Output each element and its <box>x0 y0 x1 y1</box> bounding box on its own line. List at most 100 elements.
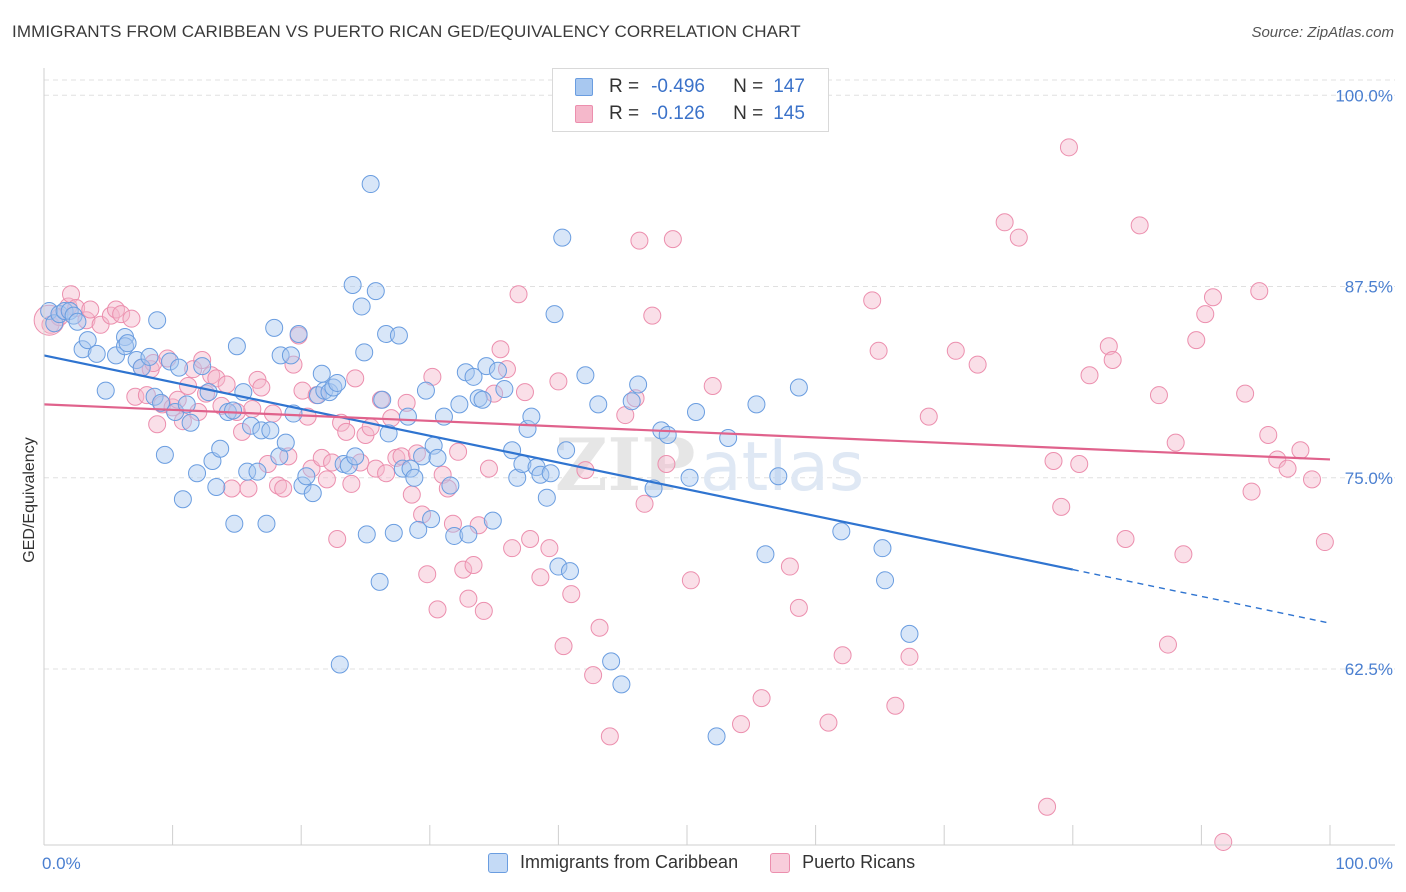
data-point-caribbean <box>328 373 347 392</box>
legend-r-label: R = <box>609 103 640 124</box>
data-point-caribbean <box>252 421 271 440</box>
data-point-puerto-ricans <box>407 444 426 463</box>
data-point-puerto-ricans <box>509 285 528 304</box>
data-point-caribbean <box>357 525 376 544</box>
data-point-puerto-ricans <box>819 713 838 732</box>
data-point-puerto-ricans <box>459 589 478 608</box>
data-point-caribbean <box>297 467 316 486</box>
data-point-caribbean <box>441 476 460 495</box>
data-point-puerto-ricans <box>681 571 700 590</box>
data-point-puerto-ricans <box>600 727 619 746</box>
data-point-puerto-ricans <box>122 309 141 328</box>
data-point-caribbean <box>50 305 69 324</box>
data-point-puerto-ricans <box>1174 545 1193 564</box>
data-point-caribbean <box>832 522 851 541</box>
data-point-puerto-ricans <box>1203 288 1222 307</box>
data-point-puerto-ricans <box>1158 635 1177 654</box>
data-point-puerto-ricans <box>346 369 365 388</box>
data-point-puerto-ricans <box>438 479 457 498</box>
data-point-puerto-ricans <box>366 459 385 478</box>
data-point-caribbean <box>589 395 608 414</box>
data-point-caribbean <box>622 392 641 411</box>
data-point-puerto-ricans <box>1130 216 1149 235</box>
data-point-caribbean <box>312 364 331 383</box>
data-point-puerto-ricans <box>503 539 522 558</box>
data-point-caribbean <box>422 510 441 529</box>
data-point-puerto-ricans <box>312 448 331 467</box>
data-point-puerto-ricans <box>137 386 156 405</box>
data-point-caribbean <box>459 525 478 544</box>
data-point-puerto-ricans <box>91 315 110 334</box>
data-point-puerto-ricans <box>328 530 347 548</box>
grid-lines: 62.5% 75.0% 87.5% 100.0% <box>44 79 1395 679</box>
watermark-atlas: atlas <box>700 428 864 507</box>
data-point-caribbean <box>55 302 74 321</box>
data-point-puerto-ricans <box>428 600 447 619</box>
data-point-puerto-ricans <box>1196 305 1215 324</box>
x-tick-label-min: 0.0% <box>42 854 81 873</box>
data-point-puerto-ricans <box>1268 450 1287 469</box>
data-point-caribbean <box>140 347 159 366</box>
data-point-caribbean <box>361 175 380 194</box>
data-point-puerto-ricans <box>562 585 581 604</box>
data-point-puerto-ricans <box>732 715 751 734</box>
source-label: Source: ZipAtlas.com <box>1251 24 1394 41</box>
data-point-puerto-ricans <box>1116 530 1135 548</box>
data-point-puerto-ricans <box>252 378 271 397</box>
data-point-puerto-ricans <box>540 539 559 558</box>
data-point-caribbean <box>707 727 726 746</box>
data-point-puerto-ricans <box>402 485 421 504</box>
data-point-puerto-ricans <box>554 637 573 656</box>
data-point-caribbean <box>428 448 447 467</box>
data-point-caribbean <box>116 337 135 356</box>
data-point-caribbean <box>330 655 349 674</box>
data-point-caribbean <box>211 439 230 458</box>
data-point-puerto-ricans <box>377 464 396 483</box>
data-point-puerto-ricans <box>148 415 167 434</box>
legend-n-label: N = <box>733 103 764 124</box>
y-tick-label: 87.5% <box>1345 278 1393 297</box>
data-point-puerto-ricans <box>1080 366 1099 385</box>
data-point-puerto-ricans <box>521 530 540 548</box>
data-point-caribbean <box>576 366 595 385</box>
data-point-puerto-ricans <box>886 696 905 715</box>
data-point-caribbean <box>789 378 808 397</box>
data-point-caribbean <box>271 346 290 365</box>
y-tick-label: 75.0% <box>1345 469 1393 488</box>
data-point-caribbean <box>87 344 106 363</box>
data-point-puerto-ricans <box>531 568 550 587</box>
data-point-puerto-ricans <box>1302 470 1321 489</box>
data-point-puerto-ricans <box>995 213 1014 232</box>
data-point-puerto-ricans <box>418 565 437 584</box>
legend-row-caribbean: R = -0.496 N = 147 <box>575 75 805 99</box>
data-point-caribbean <box>308 386 327 405</box>
trend-line-caribbean-extension <box>1072 568 1331 624</box>
data-point-caribbean <box>876 571 895 590</box>
data-point-caribbean <box>248 462 267 481</box>
data-point-puerto-ricans <box>413 505 432 524</box>
data-point-puerto-ricans <box>491 340 510 359</box>
data-point-caribbean <box>73 340 92 359</box>
data-point-caribbean <box>293 476 312 495</box>
data-point-caribbean <box>873 539 892 558</box>
data-point-puerto-ricans <box>968 355 987 374</box>
data-point-puerto-ricans <box>515 383 534 402</box>
data-point-puerto-ricans <box>454 560 473 579</box>
data-point-puerto-ricans <box>1009 228 1028 247</box>
data-point-puerto-ricans <box>1236 384 1255 403</box>
data-point-puerto-ricans <box>1278 459 1297 478</box>
data-point-caribbean <box>769 467 788 486</box>
data-point-caribbean <box>265 318 284 337</box>
data-point-caribbean <box>549 557 568 576</box>
data-point-puerto-ricans <box>1052 497 1071 516</box>
data-point-puerto-ricans <box>397 393 416 412</box>
data-point-puerto-ricans <box>274 479 293 498</box>
legend-r-label: R = <box>609 76 640 97</box>
data-point-puerto-ricans <box>780 557 799 576</box>
data-point-caribbean <box>152 393 171 412</box>
data-point-puerto-ricans <box>1099 337 1118 356</box>
data-point-caribbean <box>377 324 396 343</box>
data-point-caribbean <box>303 484 322 503</box>
data-point-puerto-ricans <box>474 601 493 620</box>
series-legend: Immigrants from Caribbean Puerto Ricans <box>488 852 915 873</box>
